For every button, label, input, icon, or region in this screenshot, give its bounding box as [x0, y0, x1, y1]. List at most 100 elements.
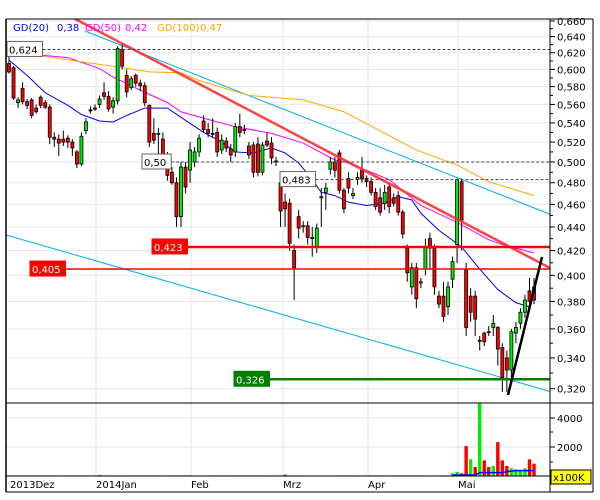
candle	[486, 326, 491, 336]
candle-body-up	[319, 196, 324, 199]
candle	[174, 177, 179, 227]
candle-body-down	[124, 74, 129, 93]
candle-body-up	[219, 139, 224, 151]
level-label: 0,326	[236, 375, 265, 386]
candle	[373, 188, 378, 210]
candle	[514, 321, 518, 344]
candle-body-up	[409, 267, 414, 288]
volume-unit-badge	[550, 469, 592, 485]
price-tick-label: 0,640	[557, 33, 586, 44]
candle	[215, 127, 220, 157]
candle	[391, 193, 396, 207]
candle-body-down	[305, 225, 310, 238]
candle	[179, 162, 183, 227]
candle-body-down	[414, 267, 419, 300]
candle	[292, 244, 297, 301]
candle	[188, 142, 192, 183]
candle-body-down	[527, 290, 532, 302]
candle-body-up	[88, 109, 93, 112]
candle	[504, 350, 509, 392]
candle	[210, 118, 215, 138]
candle-body-up	[382, 191, 387, 204]
candle	[305, 221, 310, 245]
candle-body-up	[16, 99, 20, 104]
candle-body-down	[464, 268, 469, 328]
candle	[74, 149, 79, 169]
candle-body-down	[391, 197, 396, 204]
candle	[260, 142, 265, 176]
x-tick-label: Mai	[458, 480, 476, 491]
candle-body-down	[468, 295, 473, 313]
candle-body-down	[437, 295, 441, 305]
candle	[61, 130, 66, 146]
candle	[34, 104, 39, 114]
level-label-box	[6, 40, 43, 57]
candle	[65, 135, 70, 148]
candle	[414, 262, 419, 309]
candle-body-down	[102, 92, 106, 97]
price-tick-label: 0,320	[557, 385, 586, 396]
candle-body-down	[296, 216, 301, 229]
candle	[364, 175, 369, 187]
candle	[256, 137, 260, 177]
candle	[459, 178, 464, 251]
candle-body-down	[400, 211, 405, 235]
candle-body-down	[65, 137, 70, 143]
candle	[269, 137, 274, 165]
volume-bar	[468, 459, 473, 476]
candle-body-up	[129, 78, 134, 88]
candle-body-down	[20, 87, 25, 103]
candle-body-up	[310, 237, 315, 240]
candle-body-down	[138, 82, 143, 87]
candle	[242, 124, 247, 135]
candle-body-down	[387, 186, 392, 207]
candle-body-up	[486, 331, 491, 334]
candle	[97, 95, 102, 109]
candle-body-down	[106, 95, 111, 110]
candle-body-up	[179, 166, 183, 218]
x-tick-label: Feb	[191, 480, 209, 491]
candle-body-down	[256, 143, 260, 173]
volume-bar	[450, 473, 455, 476]
candle	[138, 79, 143, 92]
candle-body-down	[283, 201, 287, 210]
candle-body-up	[509, 331, 514, 371]
level-label-box	[151, 238, 188, 255]
candle	[518, 308, 523, 329]
candle-body-up	[242, 129, 247, 131]
candle-body-up	[97, 98, 102, 105]
candle	[265, 132, 269, 147]
candle	[228, 144, 233, 162]
candle-body-up	[156, 132, 161, 135]
candle-body-down	[147, 104, 152, 143]
candle	[219, 134, 224, 154]
candle-body-down	[360, 169, 364, 179]
candle	[477, 335, 482, 351]
candle-body-down	[369, 181, 373, 193]
candle	[319, 188, 324, 227]
candle	[7, 56, 11, 74]
candle	[418, 277, 423, 289]
channel-lower-line	[6, 234, 550, 392]
candle-body-down	[215, 131, 220, 153]
price-tick-label: 0,400	[557, 271, 586, 282]
legend: GD(20) 0,38 GD(50) 0,42 GD(100) 0,47	[13, 23, 222, 34]
level-label: 0,50	[144, 158, 166, 169]
candle-body-up	[423, 246, 428, 270]
candle-body-down	[151, 132, 156, 141]
candle-body-down	[473, 295, 478, 320]
candle-body-up	[79, 135, 84, 165]
candle-body-down	[337, 152, 342, 191]
price-tick-label: 0,340	[557, 354, 586, 365]
moving-average-line-gd50	[13, 54, 535, 254]
candle-body-up	[328, 161, 333, 170]
candle	[192, 146, 197, 168]
level-label: 0,405	[32, 265, 61, 276]
axes: 0,660 0,640 0,620 0,600 0,580 0,560 0,540 0,520…	[10, 17, 592, 491]
candle-body-up	[233, 126, 238, 153]
candle	[93, 104, 97, 111]
candle	[16, 97, 20, 109]
candle	[133, 73, 138, 87]
chart-frame	[5, 18, 594, 493]
candle	[201, 115, 206, 133]
